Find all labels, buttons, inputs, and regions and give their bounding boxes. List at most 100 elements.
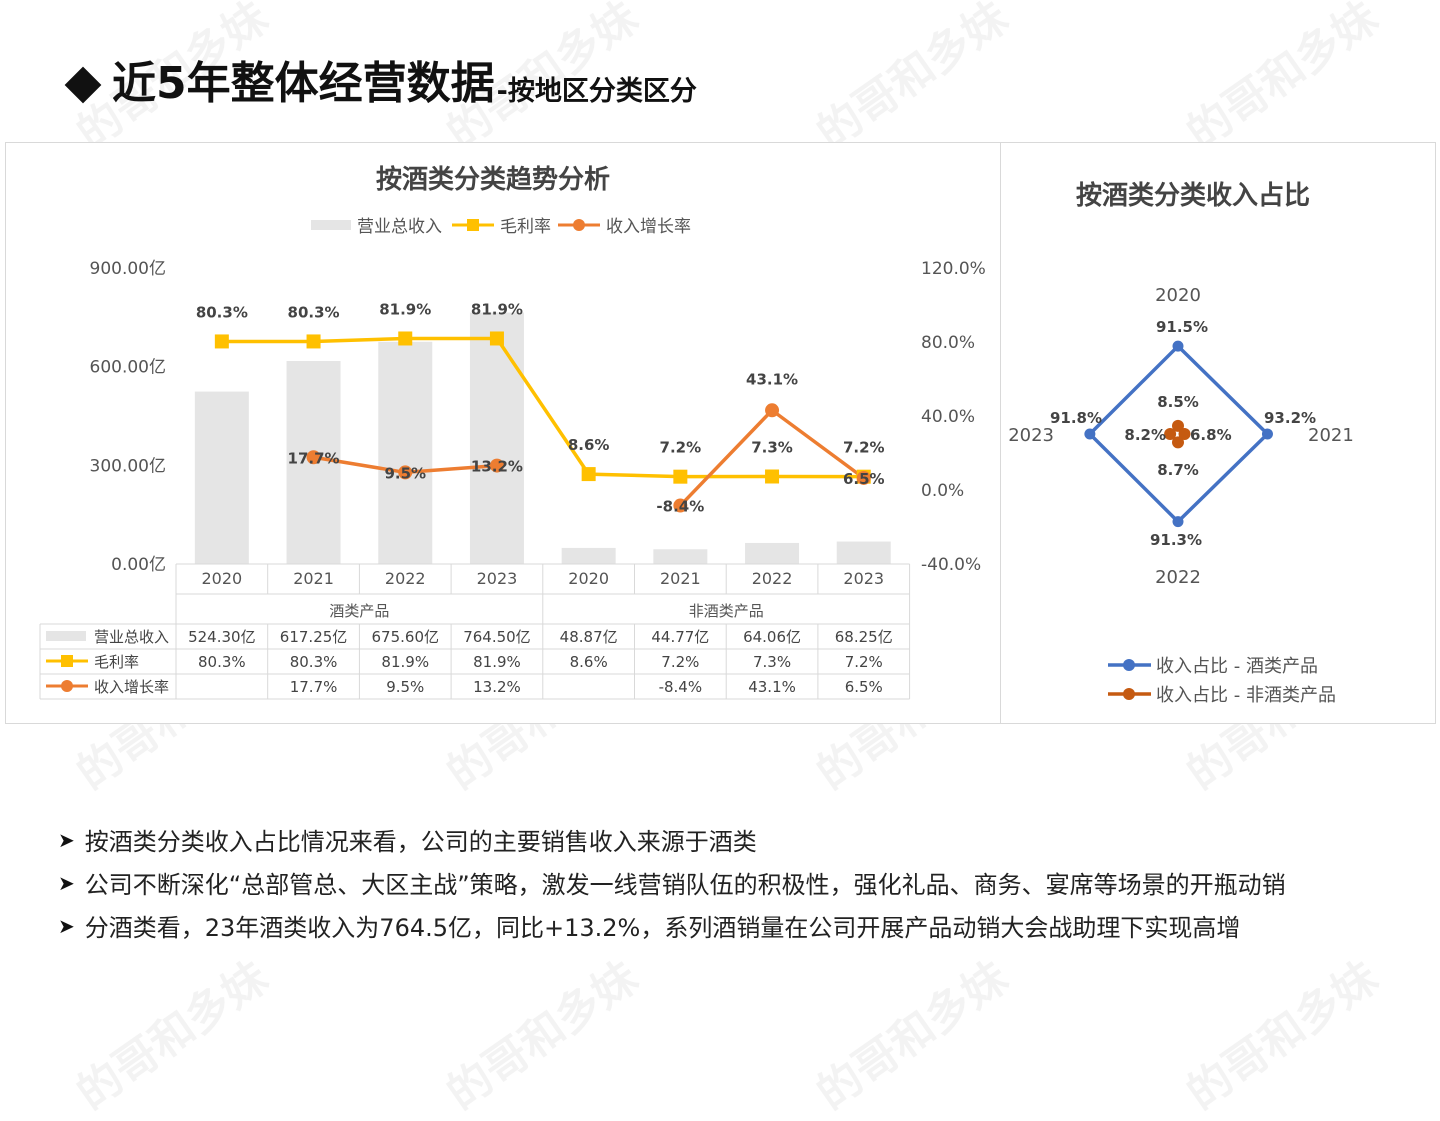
table-legend-revenue <box>46 631 86 641</box>
table-cell-margin: 80.3% <box>290 653 338 671</box>
bar-revenue <box>194 391 249 564</box>
table-cell-revenue: 48.87亿 <box>560 628 618 646</box>
table-cell-revenue: 524.30亿 <box>188 628 256 646</box>
page-title-sub: -按地区分类区分 <box>496 76 697 107</box>
radar-category-label: 2022 <box>1155 567 1201 588</box>
marker-growth <box>765 403 780 418</box>
y-right-tick-label: 120.0% <box>921 259 986 279</box>
line-growth-nonalcohol <box>679 407 865 507</box>
label-gross-margin: 7.2% <box>660 439 702 457</box>
table-cell-revenue: 44.77亿 <box>651 628 709 646</box>
line-gross-margin <box>221 336 864 479</box>
table-cell-growth: 9.5% <box>386 678 424 696</box>
x-tick-label: 2021 <box>660 569 701 588</box>
y-left-tick-label: 300.00亿 <box>90 456 166 476</box>
table-row-header: 收入增长率 <box>94 678 169 696</box>
legend-marker-alcohol <box>1123 659 1135 671</box>
marker-gross-margin <box>398 331 413 346</box>
label-gross-margin: 81.9% <box>471 300 523 318</box>
trend-chart-panel: 按酒类分类趋势分析 营业总收入 毛利率 收入增长率 900.00亿 600.00亿 300… <box>5 142 1001 724</box>
page-title: 近5年整体经营数据 -按地区分类区分 <box>64 52 697 112</box>
label-growth: 17.7% <box>288 449 340 467</box>
y-left-tick-label: 600.00亿 <box>90 358 166 378</box>
y-right-tick-label: 0.0% <box>921 481 964 501</box>
radar-label-nonalcohol: 8.5% <box>1157 393 1199 411</box>
table-cell-revenue: 617.25亿 <box>280 628 348 646</box>
label-growth: 43.1% <box>746 370 798 388</box>
table-cell-margin: 8.6% <box>570 653 608 671</box>
marker-growth <box>398 465 413 480</box>
x-tick-label: 2023 <box>843 569 884 588</box>
bullet-item: ➤ 按酒类分类收入占比情况来看，公司的主要销售收入来源于酒类 <box>58 818 1398 861</box>
trend-chart-svg: 营业总收入 毛利率 收入增长率900.00亿600.00亿300.00亿0.00亿1… <box>39 217 986 700</box>
legend-label-growth: 收入增长率 <box>606 217 691 237</box>
table-cell-revenue: 675.60亿 <box>372 628 440 646</box>
share-chart-svg: 2020 2021 2022 2023 91.5% 93.2% 91.3% 91.8% 8.5%… <box>1008 285 1354 706</box>
bullet-text: 按酒类分类收入占比情况来看，公司的主要销售收入来源于酒类 <box>84 828 757 856</box>
radar-marker-alcohol <box>1261 428 1273 440</box>
table-cell-growth: 6.5% <box>845 678 883 696</box>
radar-label-alcohol: 91.5% <box>1156 318 1208 336</box>
label-gross-margin: 80.3% <box>196 303 248 321</box>
radar-label-nonalcohol: 8.2% <box>1124 426 1166 444</box>
label-gross-margin: 81.9% <box>379 300 431 318</box>
radar-label-nonalcohol: 6.8% <box>1190 426 1232 444</box>
radar-label-nonalcohol: 8.7% <box>1157 461 1199 479</box>
radar-marker-alcohol <box>1172 340 1184 352</box>
table-row-header: 营业总收入 <box>94 628 169 646</box>
bar-revenue <box>653 549 708 564</box>
table-row-header: 毛利率 <box>94 653 139 671</box>
watermark-text: 的哥和多妹 <box>802 943 1019 1121</box>
arrow-bullet-icon: ➤ <box>58 827 75 852</box>
x-tick-label: 2020 <box>568 569 609 588</box>
table-legend-growth-marker <box>61 680 73 692</box>
watermark-text: 的哥和多妹 <box>1172 943 1389 1121</box>
bar-revenue <box>836 541 891 564</box>
bar-revenue <box>469 312 524 564</box>
bar-revenue <box>561 547 616 564</box>
marker-growth <box>856 470 871 485</box>
radar-label-alcohol: 91.3% <box>1150 531 1202 549</box>
label-gross-margin: 8.6% <box>568 436 610 454</box>
radar-marker-nonalcohol <box>1178 428 1191 440</box>
page-title-main: 近5年整体经营数据 <box>112 58 495 109</box>
label-gross-margin: 80.3% <box>288 303 340 321</box>
marker-gross-margin <box>489 331 504 346</box>
marker-gross-margin <box>214 334 229 349</box>
table-cell-margin: 7.2% <box>845 653 883 671</box>
radar-marker-alcohol <box>1084 428 1096 440</box>
table-cell-margin: 81.9% <box>473 653 521 671</box>
label-growth: 9.5% <box>384 464 426 482</box>
x-tick-label: 2020 <box>201 569 242 588</box>
y-right-tick-label: -40.0% <box>921 555 981 575</box>
marker-gross-margin <box>581 467 596 482</box>
y-left-tick-label: 900.00亿 <box>90 259 166 279</box>
legend-marker-growth <box>573 219 585 231</box>
radar-category-label: 2023 <box>1008 425 1054 446</box>
table-cell-margin: 81.9% <box>381 653 429 671</box>
legend-marker-nonalcohol <box>1123 688 1135 700</box>
legend-label-margin: 毛利率 <box>500 217 551 237</box>
marker-growth <box>306 450 321 465</box>
marker-growth <box>673 498 688 513</box>
label-growth: 6.5% <box>843 470 885 488</box>
diamond-bullet-icon <box>64 66 102 104</box>
legend-label-nonalcohol: 收入占比 - 非酒类产品 <box>1156 685 1336 706</box>
x-group-label: 酒类产品 <box>329 602 389 620</box>
watermark-text: 的哥和多妹 <box>62 943 279 1121</box>
table-cell-revenue: 764.50亿 <box>463 628 531 646</box>
trend-chart-title: 按酒类分类趋势分析 <box>376 165 611 195</box>
marker-growth <box>489 458 504 473</box>
bullet-item: ➤ 分酒类看，23年酒类收入为764.5亿，同比+13.2%，系列酒销量在公司开… <box>58 904 1398 947</box>
x-tick-label: 2022 <box>385 569 426 588</box>
x-group-label: 非酒类产品 <box>689 602 764 620</box>
y-right-tick-label: 40.0% <box>921 407 975 427</box>
radar-marker-nonalcohol <box>1164 428 1177 440</box>
radar-marker-alcohol <box>1172 516 1184 528</box>
table-cell-growth: -8.4% <box>659 678 703 696</box>
label-growth: -8.4% <box>656 498 704 516</box>
label-gross-margin: 7.3% <box>751 438 793 456</box>
marker-gross-margin <box>306 334 321 349</box>
legend-marker-margin <box>467 219 479 231</box>
table-cell-growth: 43.1% <box>748 678 796 696</box>
